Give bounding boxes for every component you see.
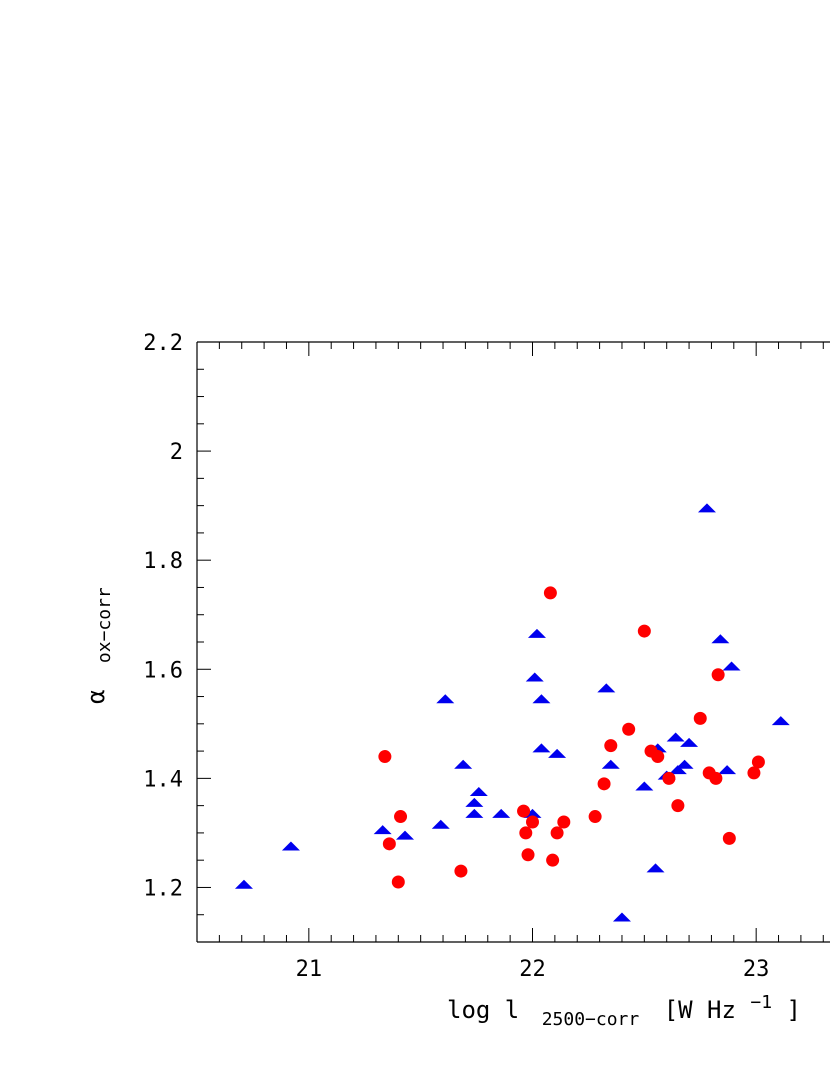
- triangle-point: [465, 808, 484, 818]
- x-axis-label-subscript: 2500−corr: [542, 1009, 640, 1030]
- y-axis-label-symbol: α: [82, 690, 110, 704]
- triangle-point: [431, 819, 450, 829]
- triangle-point: [281, 841, 300, 851]
- triangle-point: [635, 781, 654, 791]
- x-tick-label: 21: [296, 957, 323, 982]
- circle-point: [394, 810, 408, 824]
- triangle-point: [469, 787, 488, 796]
- data-points: [234, 503, 790, 922]
- x-axis-label: log l 2500−corr [W Hz −1 ]: [447, 986, 801, 1031]
- x-axis-label-units-close: ]: [787, 996, 801, 1024]
- circle-point: [382, 837, 396, 851]
- circle-point: [517, 804, 531, 818]
- circle-point: [378, 750, 392, 764]
- triangle-point: [396, 830, 415, 840]
- circle-point: [391, 875, 405, 889]
- axis-ticks: [197, 341, 824, 942]
- triangle-point: [680, 737, 699, 747]
- triangle-point: [234, 879, 253, 889]
- x-axis-label-units: [W Hz: [664, 996, 736, 1024]
- triangle-point: [436, 694, 455, 704]
- triangle-point: [373, 825, 392, 835]
- triangle-point: [666, 732, 685, 742]
- circle-point: [711, 668, 725, 682]
- triangle-point: [668, 765, 687, 775]
- circle-point: [747, 766, 761, 780]
- triangle-point: [465, 797, 484, 807]
- plot-frame: [196, 341, 830, 943]
- circle-point: [637, 624, 651, 638]
- circle-point: [521, 848, 535, 862]
- y-tick-label: 2.2: [143, 331, 183, 356]
- circle-point: [662, 771, 676, 785]
- circle-point: [693, 711, 707, 725]
- triangle-point: [527, 628, 546, 638]
- circle-point: [546, 853, 560, 867]
- triangle-point: [525, 672, 544, 682]
- x-axis-label-prefix: log l: [447, 996, 519, 1024]
- triangle-point: [454, 759, 473, 769]
- triangle-point: [532, 694, 551, 704]
- circle-point: [722, 831, 736, 845]
- y-axis-label: α ox−corr: [82, 587, 115, 704]
- circle-point: [751, 755, 765, 769]
- y-tick-label: 1.4: [143, 767, 183, 792]
- triangle-point: [532, 743, 551, 753]
- triangle-point: [492, 808, 511, 818]
- y-tick-label: 1.6: [143, 658, 183, 683]
- circle-point: [651, 750, 665, 764]
- triangle-point: [711, 634, 730, 644]
- y-tick-label: 1.8: [143, 549, 183, 574]
- x-tick-label: 23: [743, 957, 770, 982]
- triangle-point: [601, 759, 620, 769]
- triangle-point: [675, 759, 694, 769]
- triangle-point: [697, 503, 716, 513]
- circle-point: [526, 815, 539, 829]
- circle-point: [709, 771, 723, 785]
- y-axis-label-subscript: ox−corr: [94, 587, 115, 663]
- y-tick-label: 1.2: [143, 876, 183, 901]
- triangle-point: [597, 683, 616, 693]
- x-axis-label-units-sup: −1: [750, 992, 772, 1013]
- axis-tick-labels: 21 22 23 1.2 1.4 1.6 1.8 2 2.2: [143, 331, 769, 982]
- triangle-point: [771, 716, 790, 726]
- triangle-point: [646, 863, 665, 873]
- circle-point: [588, 810, 602, 824]
- circle-point: [454, 864, 468, 878]
- triangle-point: [612, 912, 631, 922]
- x-tick-label: 22: [519, 957, 546, 982]
- circle-point: [597, 777, 611, 791]
- circle-point: [550, 826, 564, 840]
- triangle-point: [722, 661, 741, 671]
- triangle-point: [548, 748, 567, 758]
- circle-point: [557, 815, 571, 829]
- circle-point: [543, 586, 557, 600]
- circle-point: [519, 826, 533, 840]
- circle-point: [622, 722, 636, 736]
- y-tick-label: 2: [170, 440, 183, 465]
- triangle-point: [718, 765, 737, 775]
- circle-point: [604, 739, 618, 753]
- circle-point: [671, 799, 685, 813]
